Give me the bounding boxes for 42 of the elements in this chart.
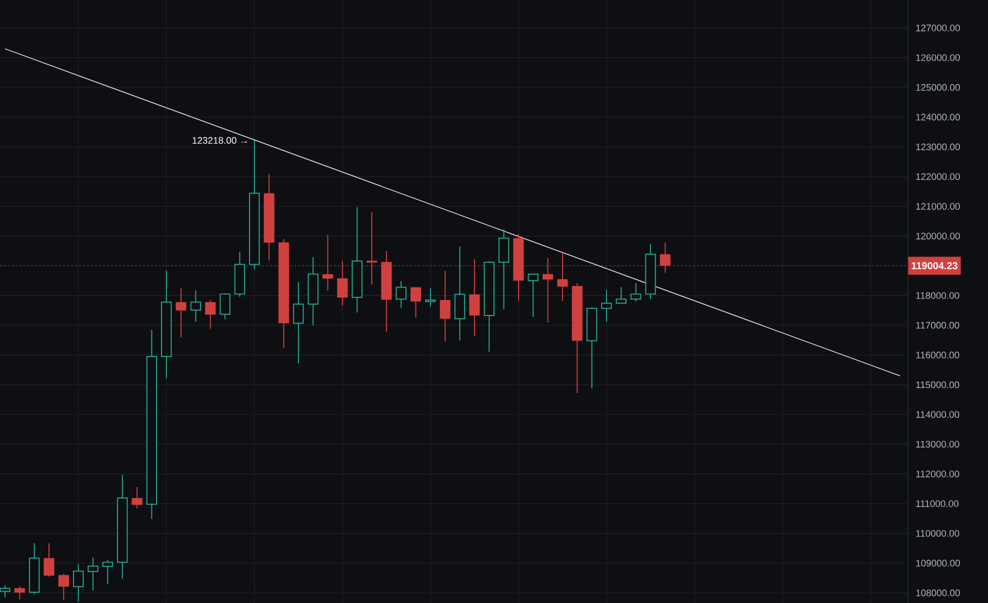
candlestick [440, 270, 450, 342]
candlestick [176, 288, 186, 338]
y-tick-label: 126000.00 [916, 54, 960, 62]
y-tick-label: 115000.00 [916, 381, 960, 388]
candlestick [396, 280, 406, 308]
candlestick [293, 282, 304, 364]
candlestick [630, 282, 642, 302]
candlestick [469, 258, 480, 336]
candlestick [425, 288, 436, 308]
candlestick [132, 486, 142, 509]
candlestick [616, 286, 627, 304]
candlestick [601, 289, 612, 322]
y-tick-label: 118000.00 [916, 292, 960, 299]
y-tick-label: 113000.00 [916, 440, 960, 448]
y-tick-label: 121000.00 [916, 202, 960, 210]
y-tick-label: 124000.00 [916, 114, 960, 120]
candlestick [190, 290, 202, 322]
y-tick-label: 112000.00 [916, 470, 960, 478]
candlestick [220, 292, 230, 320]
y-tick-label: 108000.00 [916, 590, 960, 596]
y-tick-label: 110000.00 [916, 530, 960, 537]
y-tick-label: 127000.00 [916, 24, 960, 32]
candlestick [14, 586, 25, 600]
y-tick-label: 109000.00 [916, 560, 960, 567]
candlestick [58, 573, 69, 601]
candlestick [88, 557, 98, 592]
y-tick-label: 120000.00 [916, 232, 960, 240]
y-tick-label: 123000.00 [916, 144, 960, 150]
candlestick [528, 274, 538, 318]
candlestick [102, 559, 114, 584]
y-tick-label: 125000.00 [916, 84, 960, 91]
candlestick [205, 300, 216, 330]
candlestick [44, 542, 54, 578]
y-tick-label: 117000.00 [916, 322, 960, 329]
ref-line-label: 119004.23 [912, 262, 958, 270]
y-tick-label: 122000.00 [916, 173, 960, 180]
y-tick-label: 114000.00 [916, 411, 960, 418]
candlestick [557, 252, 568, 302]
candlestick [410, 286, 422, 318]
y-tick-label: 111000.00 [916, 500, 958, 508]
annotation: 123218.00 → [192, 137, 247, 144]
y-tick-label: 116000.00 [916, 352, 960, 358]
